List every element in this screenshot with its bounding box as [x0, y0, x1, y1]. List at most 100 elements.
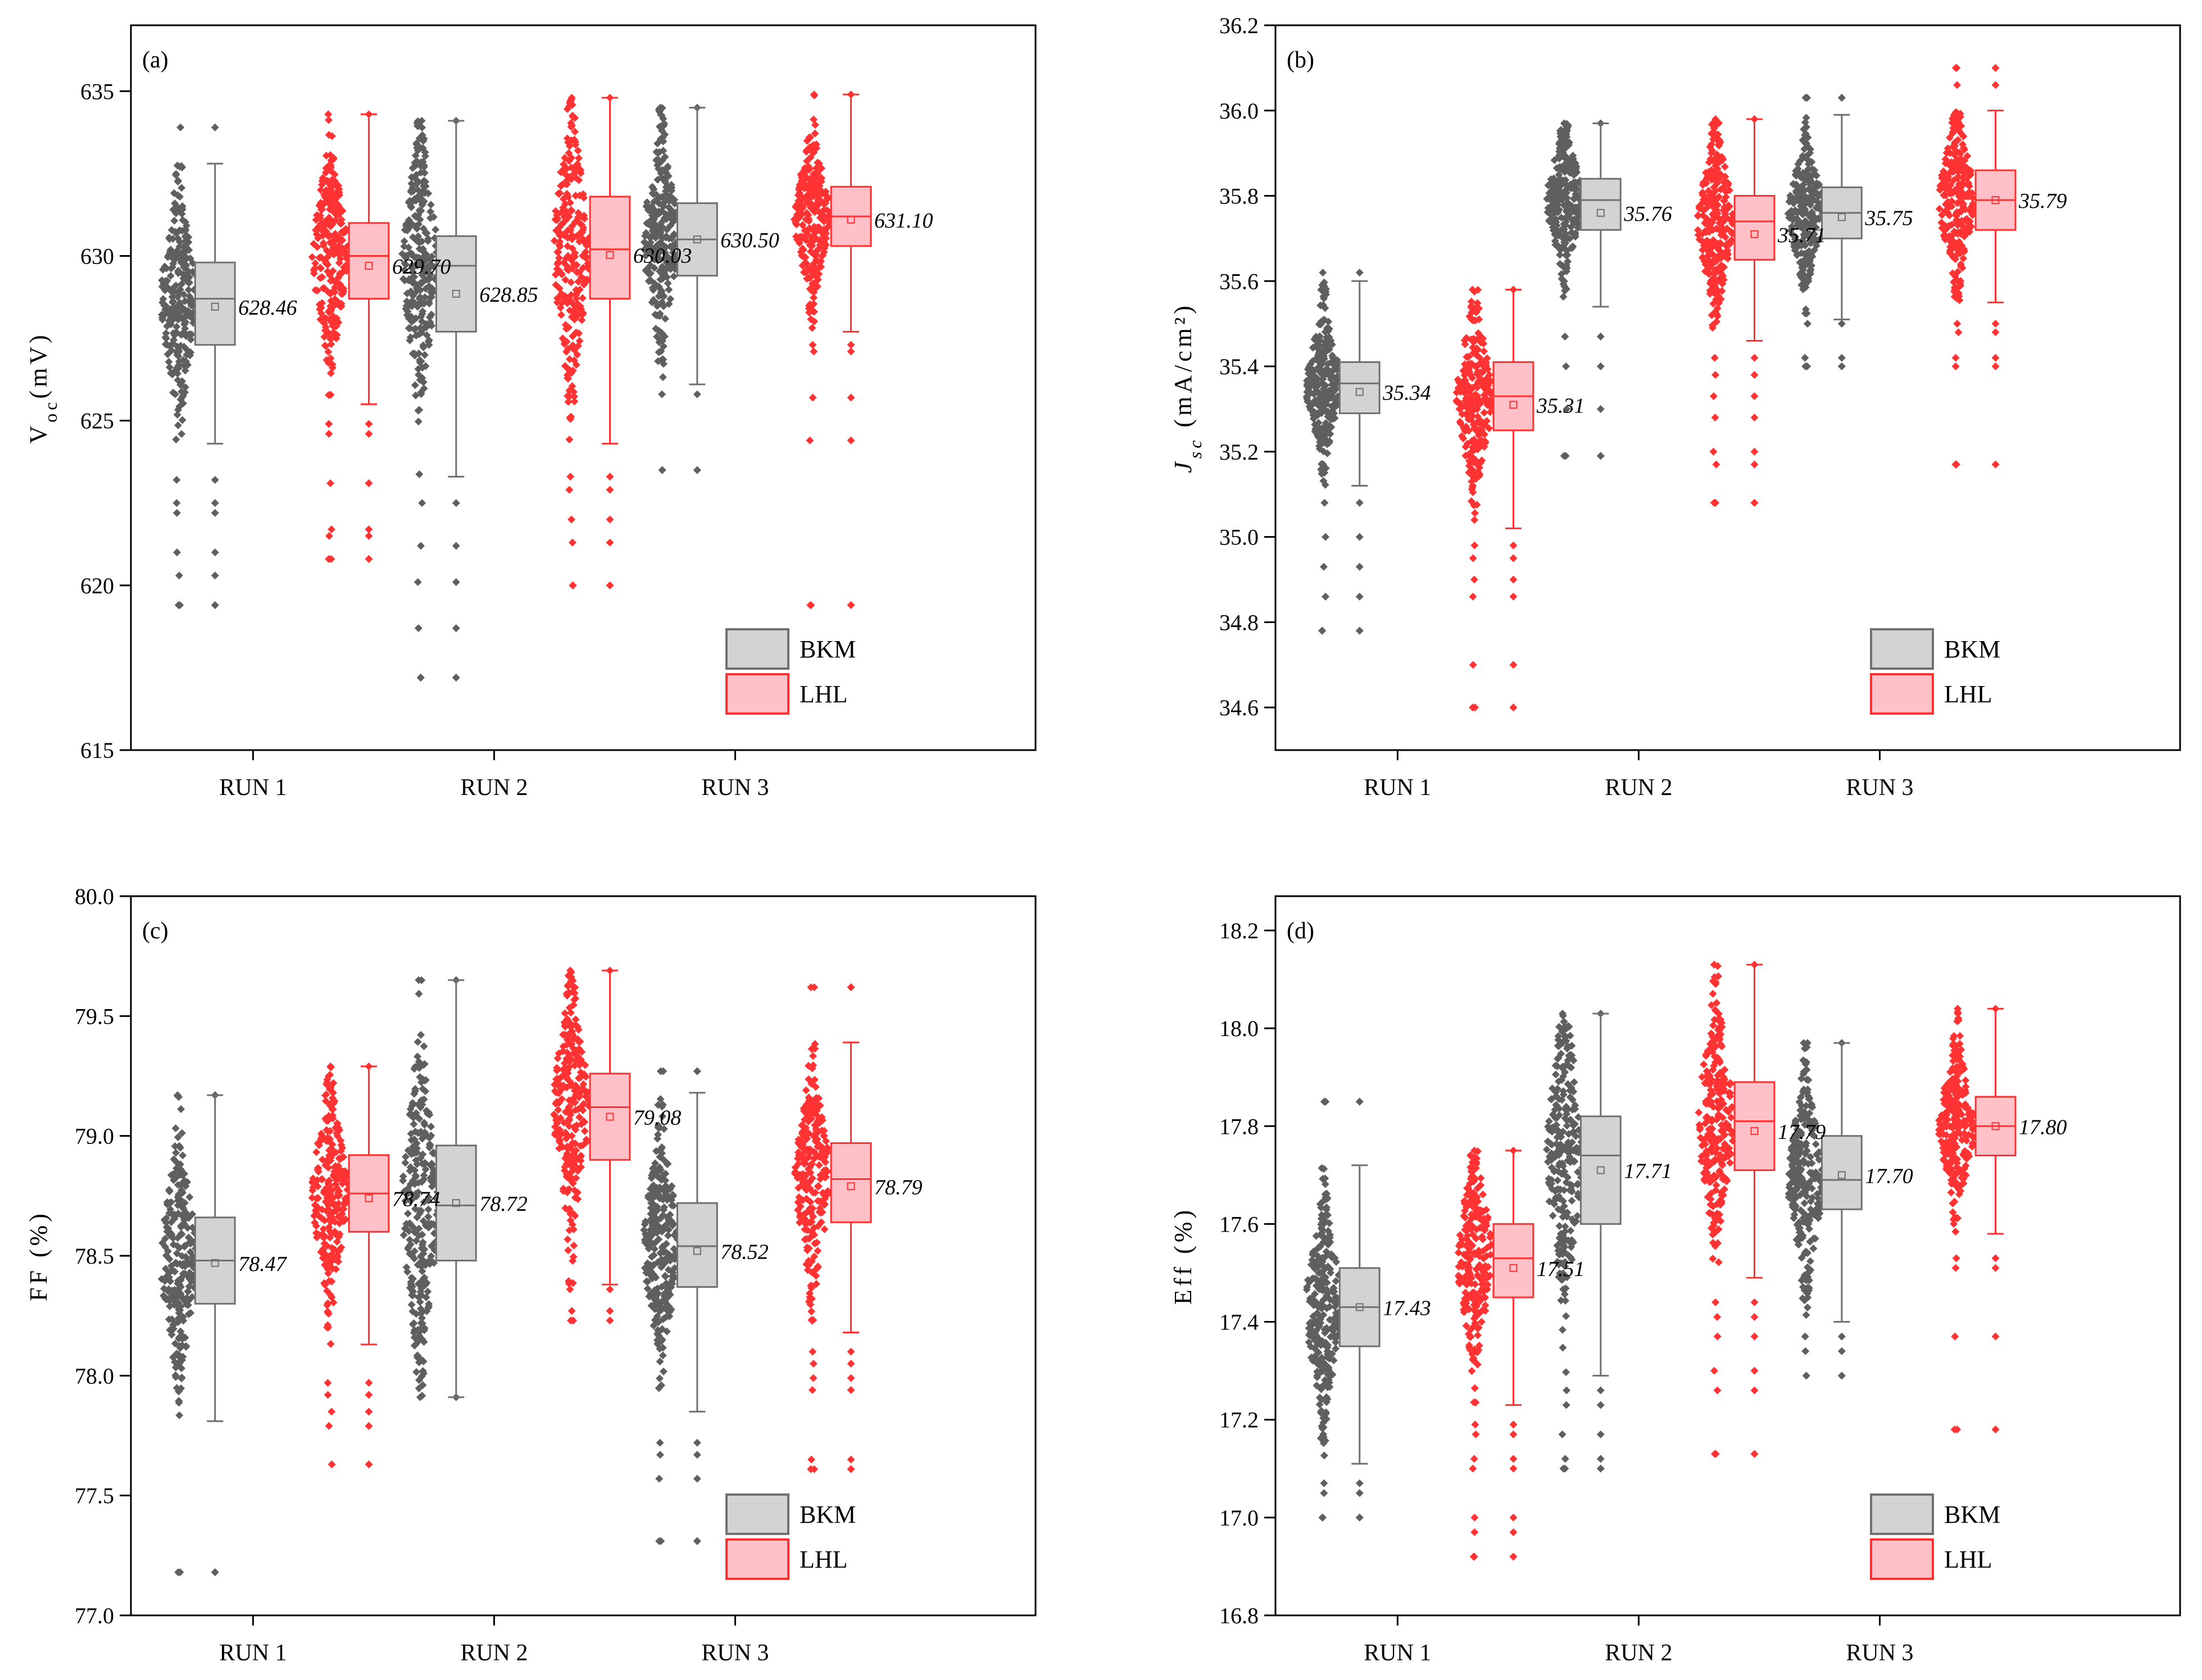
x-category-label: RUN 1 — [1364, 775, 1431, 801]
legend-swatch — [1870, 673, 1934, 715]
data-point — [1557, 214, 1565, 222]
data-point — [174, 293, 182, 301]
outlier-point — [1509, 661, 1518, 669]
data-point — [1794, 165, 1802, 173]
x-category-label: RUN 2 — [460, 1640, 528, 1666]
data-point — [1475, 353, 1483, 362]
data-point — [1561, 161, 1569, 170]
data-point — [567, 119, 575, 128]
mean-value-label: 78.72 — [479, 1192, 528, 1216]
data-point — [419, 378, 428, 387]
data-point — [1331, 414, 1339, 423]
panel-tag: (a) — [142, 47, 169, 73]
data-point — [160, 301, 169, 310]
data-point — [167, 264, 175, 273]
data-point — [1324, 412, 1332, 421]
data-point — [1568, 228, 1576, 237]
data-point — [1800, 249, 1809, 258]
data-point — [179, 263, 188, 271]
outlier-point — [658, 390, 666, 398]
data-point — [665, 285, 673, 294]
data-point — [325, 307, 333, 315]
data-point — [794, 191, 802, 199]
data-point — [1314, 382, 1322, 390]
data-point — [173, 411, 181, 419]
data-point — [417, 317, 426, 326]
data-point — [1474, 445, 1482, 453]
data-point — [820, 231, 828, 239]
data-point — [1465, 468, 1473, 476]
data-point — [415, 470, 424, 479]
outlier-point — [567, 1307, 576, 1315]
data-point — [570, 392, 578, 401]
data-point — [570, 1241, 578, 1250]
data-point — [803, 137, 811, 145]
outlier-point — [418, 499, 426, 507]
mean-value-label: 628.85 — [479, 283, 538, 307]
data-point — [806, 241, 814, 249]
data-point — [659, 1367, 668, 1375]
data-point — [179, 1151, 187, 1160]
box-iqr — [676, 1202, 718, 1288]
mean-value-label: 630.03 — [633, 244, 692, 268]
data-point — [564, 1235, 572, 1243]
box-iqr — [1733, 195, 1776, 261]
data-point — [812, 283, 820, 291]
data-point — [1470, 335, 1478, 343]
data-point — [1321, 480, 1329, 489]
data-point — [411, 351, 419, 360]
legend-swatch — [1870, 628, 1934, 670]
data-point — [173, 161, 181, 170]
outlier-point — [452, 674, 460, 682]
data-point — [664, 1231, 673, 1239]
data-point — [1548, 182, 1556, 190]
data-point — [810, 293, 818, 302]
data-point — [418, 299, 426, 307]
data-point — [1470, 467, 1479, 476]
data-point — [666, 221, 675, 230]
y-axis-title: Voc(mV) — [25, 332, 61, 443]
data-point — [321, 342, 330, 350]
outlier-point — [1991, 81, 2000, 89]
data-point — [1480, 408, 1488, 417]
data-point — [554, 258, 562, 266]
data-point — [423, 331, 431, 339]
data-point — [556, 303, 565, 312]
data-point — [1560, 193, 1569, 202]
data-point — [668, 243, 676, 251]
data-point — [793, 199, 802, 208]
y-tick-label: 34.6 — [1219, 695, 1259, 720]
data-point — [420, 1042, 428, 1051]
data-point — [567, 175, 575, 183]
data-point — [645, 243, 653, 252]
data-point — [556, 237, 564, 246]
outlier-point — [1837, 320, 1846, 328]
data-point — [320, 319, 329, 328]
outlier-point — [324, 1379, 332, 1387]
mean-value-label: 35.31 — [1536, 394, 1585, 417]
data-point — [426, 201, 435, 209]
data-point — [419, 341, 428, 349]
data-point — [564, 374, 572, 382]
data-point — [575, 176, 583, 184]
data-point — [316, 264, 324, 272]
data-point — [417, 390, 425, 398]
data-point — [319, 241, 328, 249]
data-point — [1481, 365, 1490, 373]
data-point — [1316, 426, 1325, 434]
data-point — [165, 363, 174, 371]
mean-value-label: 631.10 — [874, 209, 933, 233]
data-point — [423, 275, 432, 284]
data-point — [801, 164, 809, 172]
data-point — [818, 252, 826, 261]
y-tick-label: 34.8 — [1219, 610, 1259, 635]
outlier-point — [1991, 353, 2000, 362]
data-point — [1801, 241, 1809, 249]
y-axis-title: Jsc (mA/cm²) — [1169, 302, 1205, 473]
outlier-point — [365, 1422, 373, 1430]
outlier-point — [1803, 362, 1811, 371]
data-point — [337, 219, 346, 228]
data-point — [567, 136, 576, 144]
mean-value-label: 630.50 — [720, 229, 779, 252]
outlier-point — [1837, 362, 1846, 371]
